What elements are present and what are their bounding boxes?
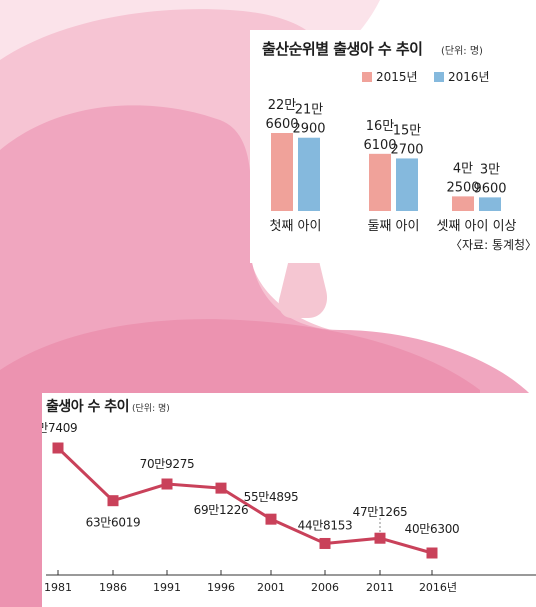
category-label: 첫째 아이 [270, 219, 322, 234]
legend-label-2015: 2015년 [376, 70, 418, 84]
data-label: 86만7409 [42, 421, 77, 435]
data-point [215, 482, 227, 494]
category-label: 셋째 아이 이상 [436, 219, 516, 234]
series-line [56, 446, 433, 555]
bar-value-label: 6100 [363, 138, 396, 153]
category-label: 둘째 아이 [368, 219, 420, 234]
data-point [161, 478, 173, 490]
bar-2015년-1 [369, 153, 391, 211]
bar-value-label: 3만 [480, 162, 500, 177]
x-tick-label: 2006 [311, 581, 339, 594]
x-tick-label: 2001 [257, 581, 285, 594]
x-tick-label: 2016년 [419, 581, 457, 594]
chart-title: 출생아 수 추이 [46, 399, 130, 415]
bar-value-label: 9600 [473, 181, 506, 196]
data-label: 47만1265 [353, 505, 408, 519]
bar-value-label: 15만 [393, 123, 422, 138]
data-label: 69만1226 [194, 503, 249, 517]
x-tick-label: 1986 [99, 581, 127, 594]
bar-2015년-2 [452, 196, 474, 211]
bar-value-label: 2500 [446, 180, 479, 195]
bar-2016년-0 [298, 137, 320, 211]
x-tick-label: 2011 [366, 581, 394, 594]
unit-label: (단위: 명) [441, 46, 483, 57]
data-point [374, 532, 386, 544]
chart-title: 출산순위별 출생아 수 추이 [262, 40, 423, 58]
x-tick-label: 1981 [44, 581, 72, 594]
bar-2016년-2 [479, 197, 501, 211]
legend-item-2015: 2015년 [362, 68, 418, 85]
bar-value-label: 21만 [295, 103, 324, 118]
bar-2015년-0 [271, 133, 293, 211]
bar-2016년-1 [396, 158, 418, 211]
data-point [52, 442, 64, 454]
data-point [265, 513, 277, 525]
legend-swatch-2015 [362, 71, 372, 82]
births-trend-chart-panel: 출생아 수 추이 (단위: 명) 86만7409 63만6019 70만9275 69… [42, 393, 536, 607]
bar-value-label: 2700 [390, 142, 423, 157]
legend-label-2016: 2016년 [448, 70, 490, 84]
x-tick-label: 1991 [153, 581, 181, 594]
unit-label: (단위: 명) [132, 404, 170, 414]
hand-shape [278, 249, 328, 318]
bar-value-label: 2900 [292, 122, 325, 137]
bar-value-label: 16만 [366, 119, 395, 134]
bar-value-label: 6600 [265, 117, 298, 132]
data-label: 44만8153 [298, 518, 353, 532]
data-point [319, 537, 331, 549]
data-label: 55만4895 [244, 490, 299, 504]
data-point [426, 547, 438, 559]
data-label: 63만6019 [86, 516, 141, 530]
bar-value-label: 4만 [453, 161, 473, 176]
legend-item-2016: 2016년 [434, 68, 490, 85]
x-tick-label: 1996 [207, 581, 235, 594]
bar-value-label: 22만 [268, 98, 297, 113]
source-note: 〈자료: 통계청〉 [450, 238, 536, 252]
data-label: 70만9275 [140, 457, 195, 471]
birth-order-chart-panel: 출산순위별 출생아 수 추이 (단위: 명) 2015년 2016년 22만 66… [250, 30, 536, 263]
legend-swatch-2016 [434, 71, 444, 82]
data-label: 40만6300 [405, 522, 460, 536]
data-point [107, 495, 119, 507]
